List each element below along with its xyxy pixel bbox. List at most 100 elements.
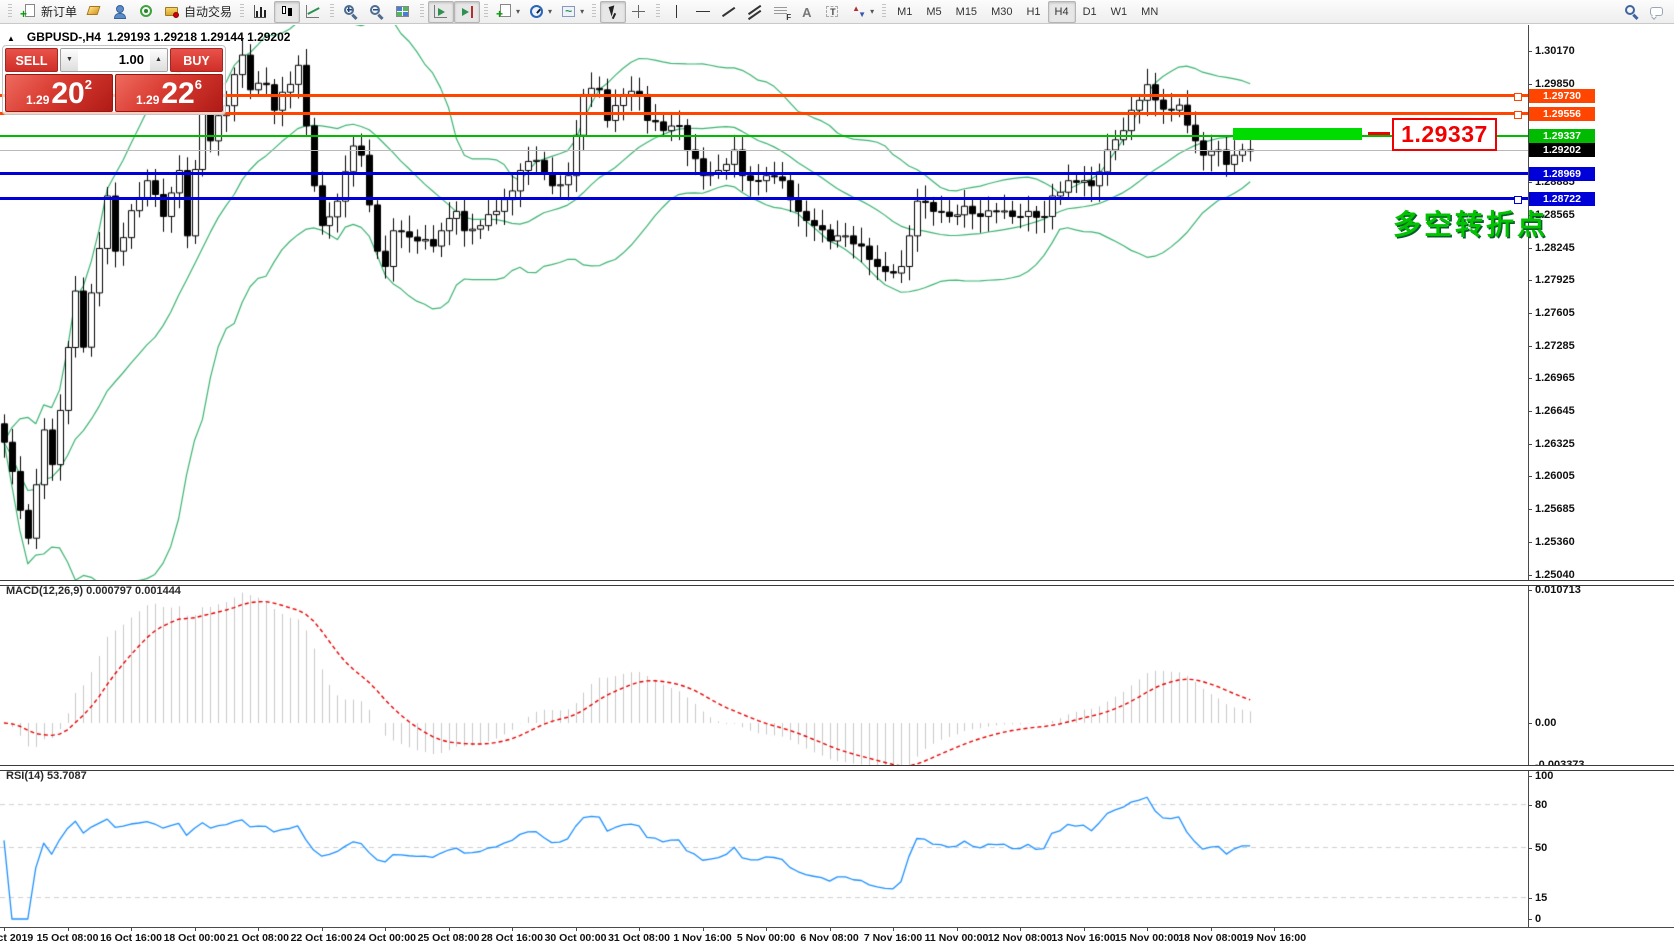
green-highlight-rectangle[interactable]: [1233, 128, 1362, 140]
auto-trading-button[interactable]: 自动交易: [159, 1, 236, 23]
time-tick-mark: [258, 927, 259, 931]
crosshair-button[interactable]: [626, 1, 652, 23]
buy-price-display[interactable]: 1.29 22 6: [115, 74, 223, 112]
rsi-axis-label: 0: [1535, 913, 1542, 925]
time-tick-label: 11 Nov 00:00: [924, 932, 989, 944]
zoom-out-icon: [368, 4, 386, 20]
time-tick-label: 12 Nov 08:00: [987, 932, 1053, 944]
price-tick-label: 1.26645: [1535, 405, 1575, 418]
price-hline[interactable]: [0, 135, 1528, 138]
time-tick-mark: [4, 927, 5, 931]
price-tick-mark: [1528, 574, 1532, 576]
horizontal-line-button[interactable]: [690, 1, 716, 23]
macd-pane-splitter[interactable]: [0, 580, 1674, 586]
hline-handle[interactable]: [1514, 92, 1522, 101]
price-tick-mark: [1528, 182, 1532, 184]
timeframe-h1-button[interactable]: H1: [1026, 5, 1041, 18]
bid-price-badge: 1.29202: [1529, 142, 1595, 157]
bar-chart-button[interactable]: [248, 1, 274, 23]
price-hline[interactable]: [0, 197, 1528, 201]
new-order-button[interactable]: 新订单: [16, 1, 81, 23]
equidistant-channel-button[interactable]: [742, 1, 768, 23]
zoom-in-button[interactable]: [338, 1, 364, 23]
timeframe-m5-button[interactable]: M5: [926, 5, 942, 18]
signal-green-button[interactable]: [133, 1, 159, 23]
indicators-button[interactable]: ▾: [492, 1, 524, 23]
chat-button[interactable]: [1644, 1, 1670, 23]
cursor-button[interactable]: [600, 0, 627, 23]
time-tick-label: 25 Oct 08:00: [417, 932, 480, 944]
zoom-out-button[interactable]: [364, 1, 390, 23]
price-hline[interactable]: [0, 112, 1528, 116]
macd-tick-mark: [1528, 723, 1532, 724]
timeframe-m15-button[interactable]: M15: [955, 5, 978, 18]
hline-handle[interactable]: [1514, 195, 1522, 204]
collapse-panel-icon[interactable]: [7, 30, 21, 44]
timeframe-h4-button[interactable]: H4: [1047, 0, 1076, 23]
rsi-tick-mark: [1528, 776, 1532, 777]
price-tick-mark: [1528, 51, 1532, 52]
auto-trading-label: 自动交易: [184, 5, 233, 19]
buy-price-big: 22: [161, 77, 195, 110]
price-tick-label: 1.25685: [1535, 503, 1575, 516]
history-gold-button[interactable]: [81, 1, 107, 23]
toolbar-grip: [484, 4, 489, 19]
arrows-button[interactable]: ▾: [846, 1, 878, 23]
time-tick-mark: [512, 927, 513, 931]
macd-canvas[interactable]: [0, 585, 1528, 765]
price-annotation-box[interactable]: 1.29337: [1392, 118, 1497, 151]
trend-line-button[interactable]: [716, 1, 742, 23]
fibonacci-button[interactable]: [768, 1, 794, 23]
line-chart-button[interactable]: [300, 1, 326, 23]
auto-scroll-button[interactable]: [428, 0, 455, 23]
periods-clock-button[interactable]: ▾: [524, 1, 556, 23]
time-tick-label: 6 Nov 08:00: [800, 932, 859, 944]
price-tick-label: 1.25040: [1535, 568, 1575, 581]
rsi-canvas[interactable]: [0, 769, 1528, 927]
time-tick-mark: [1274, 927, 1275, 931]
vertical-line-button[interactable]: [664, 1, 690, 23]
text-label-button[interactable]: [820, 1, 846, 23]
templates-button[interactable]: ▾: [556, 1, 588, 23]
dropdown-arrow-icon: ▾: [870, 7, 875, 16]
hline-handle[interactable]: [1514, 110, 1522, 119]
price-hline[interactable]: [0, 94, 1528, 98]
tile-windows-button[interactable]: [390, 1, 416, 23]
price-hline[interactable]: [0, 172, 1528, 176]
timeframe-m30-button[interactable]: M30: [991, 5, 1013, 18]
candle-chart-button[interactable]: [274, 0, 301, 23]
time-tick-label: 5 Nov 00:00: [736, 932, 796, 944]
search-button[interactable]: [1618, 1, 1644, 23]
time-tick-mark: [702, 927, 704, 931]
timeframe-mn-button[interactable]: MN: [1141, 5, 1159, 18]
price-tick-label: 1.26965: [1535, 372, 1575, 385]
text-icon: [798, 4, 816, 20]
time-tick-mark: [385, 927, 386, 931]
price-tick-mark: [1528, 345, 1532, 347]
turning-point-annotation[interactable]: 多空转折点: [1393, 209, 1549, 240]
chart-shift-button[interactable]: [454, 0, 481, 23]
volume-increase-button[interactable]: ▲: [150, 49, 167, 71]
sell-price-display[interactable]: 1.29 20 2: [5, 74, 113, 112]
main-chart-canvas[interactable]: [0, 25, 1528, 582]
rsi-pane-splitter[interactable]: [0, 765, 1674, 771]
toolbar-grip: [420, 4, 425, 19]
buy-price-sup: 6: [194, 77, 202, 92]
volume-decrease-button[interactable]: ▼: [61, 49, 78, 71]
timeframe-d1-button[interactable]: D1: [1082, 5, 1097, 18]
profile-blue-button[interactable]: [107, 1, 133, 23]
equidistant-channel-icon: [746, 4, 764, 20]
price-tick-mark: [1528, 476, 1532, 478]
sell-button[interactable]: SELL: [5, 48, 58, 72]
time-tick-mark: [1147, 927, 1148, 931]
text-button[interactable]: [794, 1, 820, 23]
time-tick-label: 19 Nov 16:00: [1241, 932, 1307, 944]
arrows-icon: [850, 4, 868, 20]
timeframe-m1-button[interactable]: M1: [897, 5, 913, 18]
timeframe-w1-button[interactable]: W1: [1110, 5, 1128, 18]
price-tick-mark: [1528, 411, 1532, 413]
buy-button[interactable]: BUY: [170, 48, 223, 72]
volume-stepper: ▼ 1.00 ▲: [60, 48, 168, 72]
volume-input[interactable]: 1.00: [118, 52, 144, 67]
time-tick-mark: [194, 927, 196, 931]
